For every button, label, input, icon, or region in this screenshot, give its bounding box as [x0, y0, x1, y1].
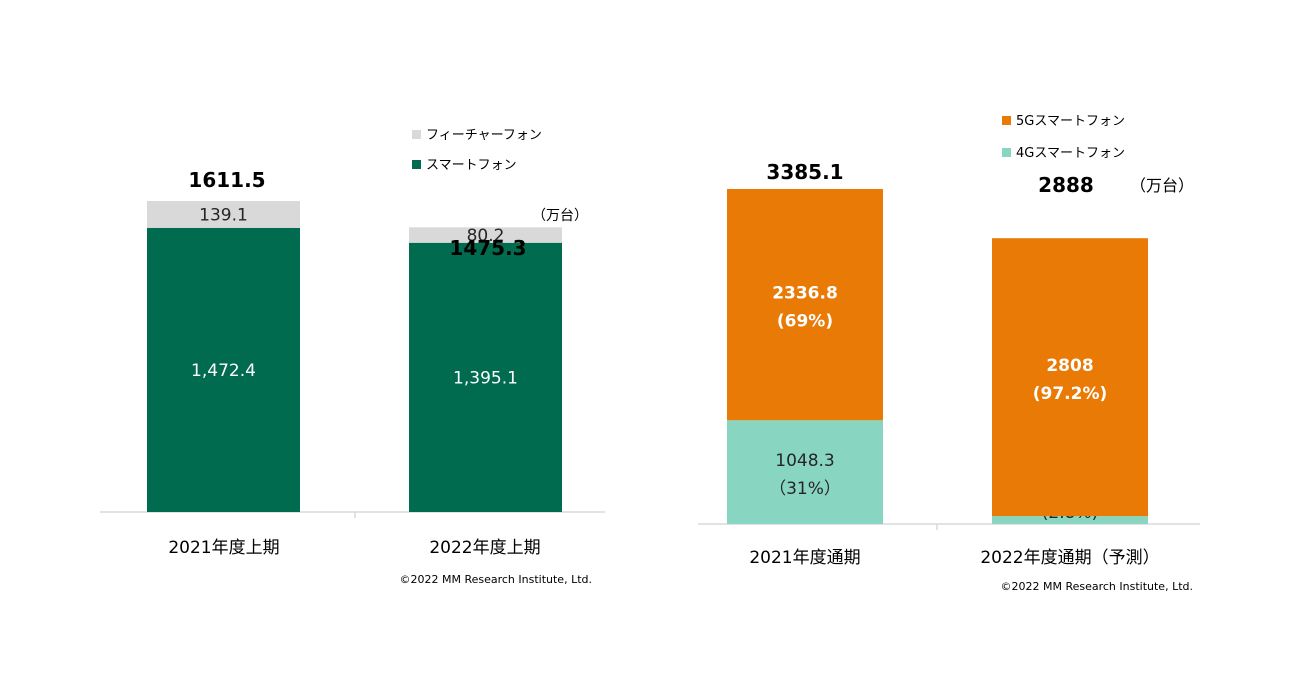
chart-2: 1048.3（31%）2336.8(69%)80(2.8%)2808(97.2%… — [698, 114, 1200, 593]
legend-swatch-5g — [1002, 116, 1011, 125]
chart-1-copyright: ©2022 MM Research Institute, Ltd. — [399, 573, 592, 586]
chart-1-category-label: 2022年度上期 — [429, 538, 540, 558]
data-label: 139.1 — [199, 205, 248, 225]
data-label: 1,472.4 — [191, 361, 256, 381]
legend-swatch-feature-phone — [412, 130, 421, 139]
bar-segment — [409, 242, 562, 513]
chart-1-total-label: 1475.3 — [449, 236, 526, 260]
share-label: (69%) — [777, 312, 833, 332]
data-label: 80.2 — [467, 226, 505, 246]
bar-segment — [727, 420, 883, 524]
chart-1-total-label: 1611.5 — [188, 168, 265, 192]
legend-swatch-4g — [1002, 148, 1011, 157]
legend-label-5g: 5Gスマートフォン — [1016, 114, 1125, 129]
chart-2-category-label: 2022年度通期（予測） — [980, 548, 1159, 568]
data-label: 2808 — [1046, 356, 1093, 376]
data-label: 1048.3 — [775, 451, 834, 471]
share-label: (97.2%) — [1033, 384, 1108, 404]
legend-label-4g: 4Gスマートフォン — [1016, 146, 1125, 161]
data-label: 2336.8 — [772, 284, 838, 304]
chart-2-total-label: 3385.1 — [766, 160, 843, 184]
bar-segment — [147, 227, 300, 513]
legend-label-smartphone: スマートフォン — [426, 158, 517, 173]
chart-1-category-label: 2021年度上期 — [168, 538, 279, 558]
legend-swatch-smartphone — [412, 160, 421, 169]
chart-1-unit-label: （万台） — [532, 208, 588, 224]
chart-2-total-label: 2888 — [1038, 173, 1094, 197]
chart-1: 1,472.4 139.1 1,395.1 80.2 2021年度上期 2022年度上… — [100, 128, 605, 586]
bar-segment — [409, 227, 562, 243]
chart-2-legend: 5Gスマートフォン 4Gスマートフォン — [1002, 114, 1125, 161]
chart-2-unit-label: （万台） — [1130, 176, 1194, 195]
chart-2-copyright: ©2022 MM Research Institute, Ltd. — [1000, 580, 1193, 593]
chart-2-category-label: 2021年度通期 — [749, 548, 860, 568]
chart-1-legend: フィーチャーフォン スマートフォン — [412, 128, 542, 173]
legend-label-feature-phone: フィーチャーフォン — [426, 128, 542, 143]
share-label: （31%） — [769, 479, 841, 499]
data-label: 1,395.1 — [453, 368, 518, 388]
bar-segment — [992, 238, 1148, 517]
bar-segment — [727, 189, 883, 421]
bar-segment — [992, 516, 1148, 524]
bar-segment — [147, 201, 300, 228]
